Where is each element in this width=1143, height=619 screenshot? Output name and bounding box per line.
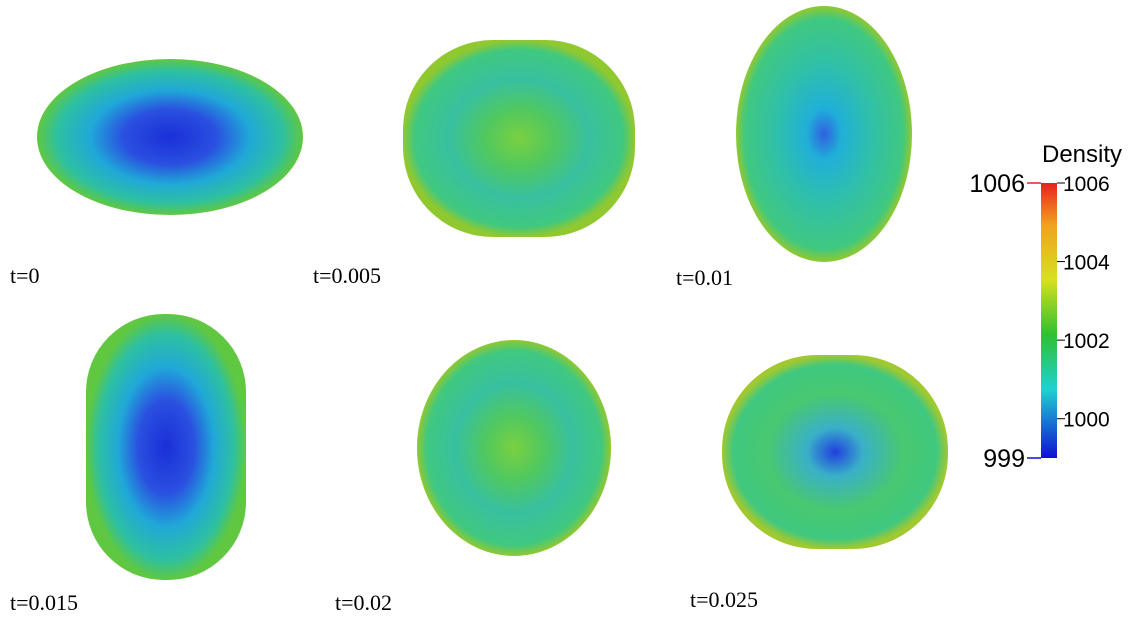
range-label: 999 — [983, 445, 1025, 473]
time-label: t=0.02 — [335, 590, 392, 615]
snapshot — [722, 355, 948, 549]
time-label: t=0.025 — [690, 587, 758, 612]
tick-label: 1002 — [1063, 330, 1110, 353]
range-label: 1006 — [969, 170, 1025, 198]
snapshot — [37, 59, 303, 215]
time-label: t=0 — [10, 263, 40, 288]
figure: Density t=0 t=0.005 t=0.01 t=0.015 t=0.02 t=0… — [0, 0, 1143, 619]
time-label: t=0.005 — [313, 263, 381, 288]
snapshot — [86, 314, 246, 580]
colorbar — [1041, 183, 1057, 458]
snapshot — [736, 6, 912, 262]
time-label: t=0.015 — [10, 590, 78, 615]
time-label: t=0.01 — [676, 265, 733, 290]
tick-label: 1000 — [1063, 409, 1110, 432]
snapshot — [403, 40, 635, 237]
colorbar-title: Density — [1042, 141, 1122, 168]
tick-label: 1006 — [1063, 173, 1110, 196]
snapshot — [417, 340, 611, 556]
tick-label: 1004 — [1063, 252, 1110, 275]
